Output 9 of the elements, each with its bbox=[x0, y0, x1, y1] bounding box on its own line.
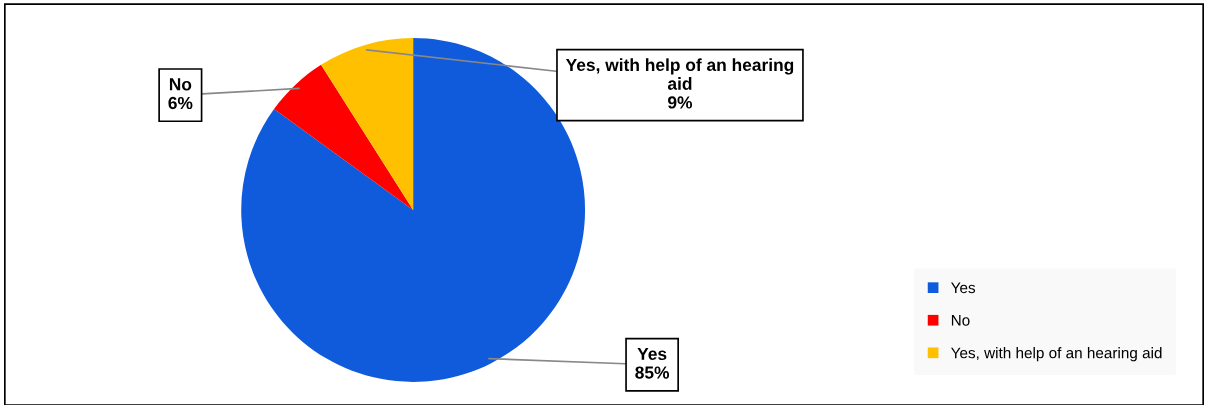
legend-label: No bbox=[951, 315, 970, 326]
legend-label: Yes, with help of an hearing aid bbox=[951, 347, 1162, 362]
data-label: 85% bbox=[635, 366, 670, 379]
legend-label: Yes bbox=[951, 282, 976, 294]
slice-label: Yes, with help of an hearing aid bbox=[565, 58, 794, 90]
slice-label: No bbox=[169, 78, 192, 91]
data-label: 9% bbox=[668, 96, 693, 109]
data-label: 6% bbox=[168, 96, 193, 110]
slice-label: Yes bbox=[637, 347, 667, 361]
